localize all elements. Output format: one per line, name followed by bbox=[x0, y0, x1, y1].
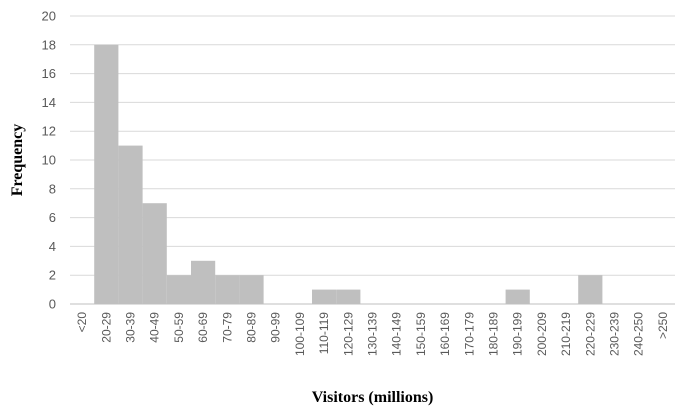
bar bbox=[118, 145, 143, 304]
x-tick-label: >250 bbox=[656, 312, 670, 339]
bar bbox=[312, 289, 337, 304]
x-tick-label: 170-179 bbox=[462, 312, 476, 356]
x-tick-label: 40-49 bbox=[148, 312, 162, 343]
x-tick-label: 180-189 bbox=[487, 312, 501, 356]
y-tick-label: 8 bbox=[49, 181, 56, 196]
y-tick-label: 20 bbox=[42, 9, 56, 24]
x-tick-label: 60-69 bbox=[196, 312, 210, 343]
y-axis-title: Frequency bbox=[9, 124, 26, 197]
bar bbox=[191, 260, 216, 304]
bar bbox=[166, 275, 191, 304]
y-tick-label: 16 bbox=[42, 66, 56, 81]
y-tick-label: 18 bbox=[42, 37, 56, 52]
x-tick-label: 140-149 bbox=[390, 312, 404, 356]
bar bbox=[94, 44, 119, 305]
x-axis-title: Visitors (millions) bbox=[312, 389, 434, 406]
x-tick-label: 200-209 bbox=[535, 312, 549, 356]
bar bbox=[336, 289, 361, 304]
bar bbox=[142, 203, 167, 304]
x-tick-label: 220-229 bbox=[583, 312, 597, 356]
x-tick-label: 80-89 bbox=[245, 312, 259, 343]
y-tick-label: 4 bbox=[49, 239, 56, 254]
bar bbox=[578, 275, 603, 304]
x-tick-label: 30-39 bbox=[124, 312, 138, 343]
y-axis-ticks: 0 2 4 6 8 10 12 14 16 18 20 bbox=[42, 9, 56, 312]
x-tick-label: 110-119 bbox=[317, 312, 331, 355]
y-tick-label: 10 bbox=[42, 153, 56, 168]
x-tick-label: 100-109 bbox=[293, 312, 307, 356]
x-tick-label: 120-129 bbox=[341, 312, 355, 356]
y-tick-label: 12 bbox=[42, 124, 56, 139]
gridlines bbox=[70, 15, 675, 276]
x-tick-label: 160-169 bbox=[438, 312, 452, 356]
y-tick-label: 14 bbox=[42, 95, 56, 110]
bars bbox=[94, 44, 603, 305]
x-tick-label: 230-239 bbox=[608, 312, 622, 356]
y-tick-label: 2 bbox=[49, 268, 56, 283]
y-tick-label: 6 bbox=[49, 210, 56, 225]
bar bbox=[239, 275, 264, 304]
x-tick-label: 90-99 bbox=[269, 312, 283, 343]
x-axis-ticks: <20 20-29 30-39 40-49 50-59 60-69 70-79 80-89 90… bbox=[75, 312, 670, 356]
x-tick-label: 240-250 bbox=[632, 312, 646, 356]
x-tick-label: <20 bbox=[75, 312, 89, 333]
bar bbox=[505, 289, 530, 304]
x-tick-label: 130-139 bbox=[366, 312, 380, 356]
x-tick-label: 50-59 bbox=[172, 312, 186, 343]
bar bbox=[215, 275, 240, 304]
x-tick-label: 20-29 bbox=[99, 312, 113, 343]
x-tick-label: 210-219 bbox=[559, 312, 573, 356]
y-tick-label: 0 bbox=[49, 297, 56, 312]
x-tick-label: 190-199 bbox=[511, 312, 525, 356]
x-tick-label: 150-159 bbox=[414, 312, 428, 356]
x-tick-label: 70-79 bbox=[220, 312, 234, 343]
